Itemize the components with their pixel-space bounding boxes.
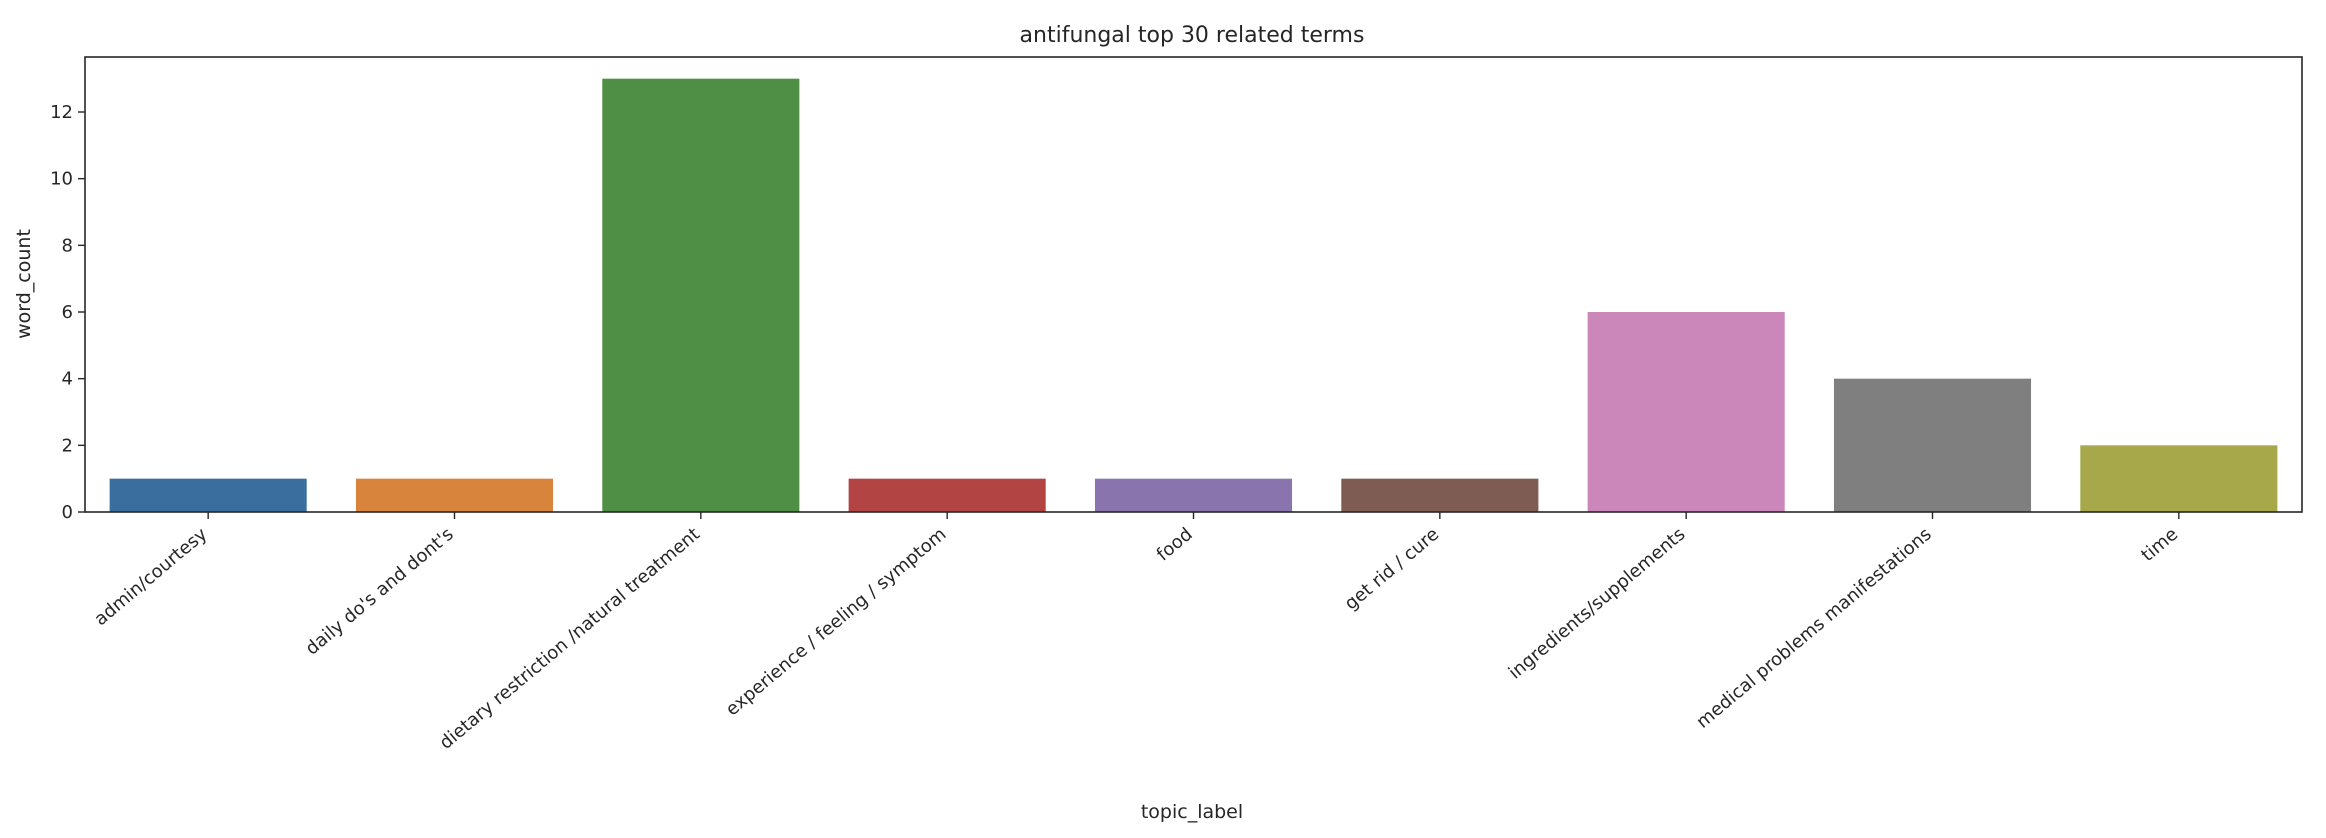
x-tick-label: medical problems manifestations xyxy=(1692,524,1935,733)
x-tick-label: get rid / cure xyxy=(1341,524,1443,615)
bar-0 xyxy=(109,478,307,512)
bars-group xyxy=(109,78,2278,513)
y-tick-label: 0 xyxy=(62,502,73,523)
y-axis-label: word_count xyxy=(13,229,35,339)
bar-8 xyxy=(2080,445,2278,512)
x-tick-label: admin/courtesy xyxy=(90,524,211,631)
x-tick-label: time xyxy=(2137,524,2182,566)
x-tick-label: experience / feeling / symptom xyxy=(722,524,951,721)
bar-7 xyxy=(1833,378,2032,512)
x-tick-label: dietary restriction /natural treatment xyxy=(436,524,704,754)
chart-title: antifungal top 30 related terms xyxy=(1020,23,1365,48)
x-axis-label: topic_label xyxy=(1141,801,1243,823)
y-axis-ticks: 0 2 4 6 8 10 12 xyxy=(50,102,85,523)
bar-4 xyxy=(1094,478,1293,512)
y-tick-label: 6 xyxy=(62,302,73,323)
bar-3 xyxy=(848,478,1046,512)
y-tick-label: 10 xyxy=(50,169,73,190)
bar-5 xyxy=(1341,478,1539,512)
bar-6 xyxy=(1587,312,1785,512)
bar-2 xyxy=(602,78,800,513)
y-tick-label: 8 xyxy=(62,235,73,256)
x-axis-ticks: admin/courtesy daily do's and dont'sdieta… xyxy=(90,512,2182,754)
x-tick-label: daily do's and dont's xyxy=(302,524,458,660)
x-tick-label: food xyxy=(1153,524,1197,566)
x-tick-label: ingredients/supplements xyxy=(1505,524,1690,684)
bar-1 xyxy=(355,478,554,512)
y-tick-label: 4 xyxy=(62,369,73,390)
y-tick-label: 2 xyxy=(62,435,73,456)
y-tick-label: 12 xyxy=(50,102,73,123)
